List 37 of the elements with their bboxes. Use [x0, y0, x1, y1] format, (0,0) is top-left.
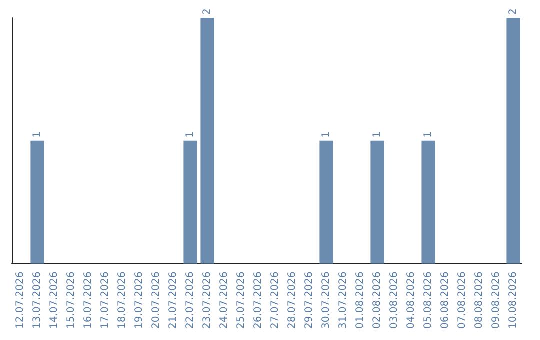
- x-tick-label: 25.07.2026: [236, 272, 247, 330]
- x-tick-label: 27.07.2026: [270, 272, 281, 330]
- x-tick-label: 10.08.2026: [508, 272, 519, 330]
- x-tick-label: 06.08.2026: [440, 272, 451, 330]
- x-tick-label: 21.07.2026: [168, 272, 179, 330]
- x-tick-label: 29.07.2026: [304, 272, 315, 330]
- x-tick-label: 23.07.2026: [202, 272, 213, 330]
- x-tick-label: 19.07.2026: [134, 272, 145, 330]
- data-label: 1: [372, 131, 383, 138]
- x-tick-label: 03.08.2026: [389, 272, 400, 330]
- x-tick-label: 01.08.2026: [355, 272, 366, 330]
- x-tick-label: 26.07.2026: [253, 272, 264, 330]
- x-tick-label: 20.07.2026: [151, 272, 162, 330]
- data-label: 2: [202, 8, 213, 15]
- x-tick-label: 15.07.2026: [66, 272, 77, 330]
- x-tick-label: 30.07.2026: [321, 272, 332, 330]
- x-tick-label: 31.07.2026: [338, 272, 349, 330]
- x-tick-label: 14.07.2026: [49, 272, 60, 330]
- x-tick-label: 04.08.2026: [406, 272, 417, 330]
- x-tick-label: 28.07.2026: [287, 272, 298, 330]
- x-tick-label: 09.08.2026: [491, 272, 502, 330]
- x-tick-label: 13.07.2026: [32, 272, 43, 330]
- x-tick-label: 08.08.2026: [474, 272, 485, 330]
- x-tick-label: 24.07.2026: [219, 272, 230, 330]
- x-tick-label: 02.08.2026: [372, 272, 383, 330]
- x-tick-label: 18.07.2026: [117, 272, 128, 330]
- data-label: 1: [423, 131, 434, 138]
- x-tick-label: 07.08.2026: [457, 272, 468, 330]
- x-tick-label: 16.07.2026: [83, 272, 94, 330]
- data-label: 1: [32, 131, 43, 138]
- x-tick-label: 22.07.2026: [185, 272, 196, 330]
- data-label: 1: [185, 131, 196, 138]
- data-label: 2: [508, 8, 519, 15]
- x-tick-label: 12.07.2026: [15, 272, 26, 330]
- x-tick-label: 17.07.2026: [100, 272, 111, 330]
- x-tick-label: 05.08.2026: [423, 272, 434, 330]
- data-label: 1: [321, 131, 332, 138]
